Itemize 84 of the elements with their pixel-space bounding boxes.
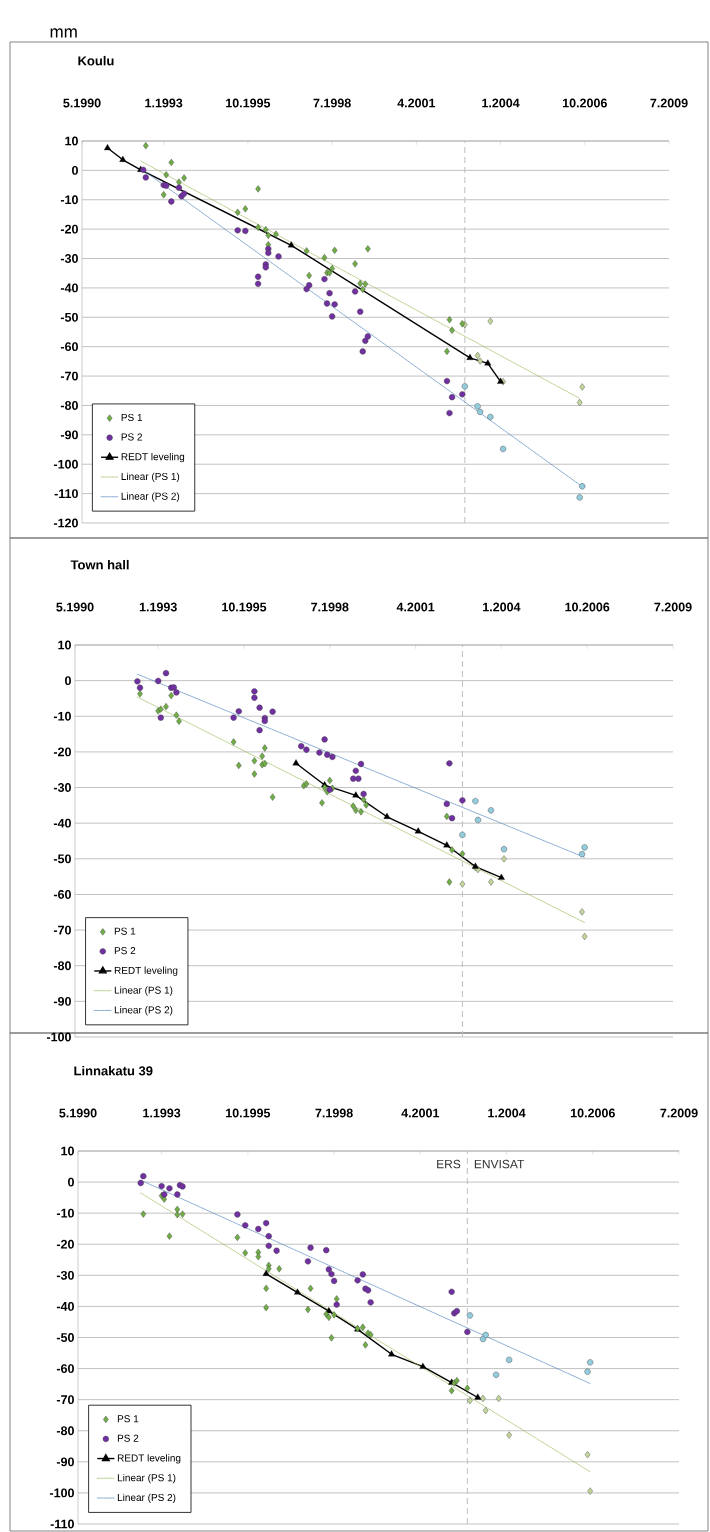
y-tick-label: -80: [60, 401, 78, 410]
x-tick-label: 1.2004: [488, 1108, 526, 1118]
legend-label: PS 2: [121, 433, 143, 441]
x-tick-label: 7.2009: [650, 98, 688, 108]
y-tick-label: -100: [53, 459, 78, 469]
legend-label: Linear (PS 1): [117, 1473, 176, 1484]
y-tick-label: -10: [53, 711, 71, 721]
annotation: ERS: [437, 1159, 461, 1169]
y-tick-label: -90: [56, 1457, 74, 1467]
y-tick-label: 10: [58, 640, 71, 650]
x-tick-label: 1.1993: [139, 602, 177, 612]
x-tick-label: 4.2001: [397, 98, 436, 108]
legend-label: Linear (PS 1): [121, 472, 180, 482]
y-tick-label: 0: [68, 1177, 74, 1187]
legend-label: Linear (PS 2): [114, 1006, 173, 1016]
annotation: ENVISAT: [474, 1159, 525, 1169]
x-tick-label: 10.1995: [222, 602, 267, 612]
legend-label: Linear (PS 2): [121, 492, 180, 502]
x-tick-label: 5.1990: [59, 1108, 97, 1118]
x-tick-label: 4.2001: [396, 602, 435, 612]
x-tick-label: 7.1998: [311, 602, 349, 612]
x-tick-label: 1.2004: [483, 602, 521, 612]
x-tick-label: 10.1995: [226, 98, 271, 108]
chart-title: Koulu: [78, 55, 114, 66]
y-tick-label: -40: [56, 1302, 74, 1311]
y-tick-label: -60: [53, 890, 71, 899]
x-tick-label: 10.2006: [562, 98, 607, 108]
y-tick-label: 10: [65, 136, 78, 146]
x-tick-label: 1.1993: [145, 98, 183, 108]
y-tick-label: 0: [72, 165, 78, 175]
y-tick-label: -20: [60, 224, 78, 234]
x-tick-label: 1.1993: [143, 1108, 181, 1118]
chart-title: Town hall: [70, 559, 129, 570]
y-tick-label: -90: [60, 430, 78, 440]
x-tick-label: 10.2006: [570, 1108, 615, 1118]
y-tick-label: -50: [60, 312, 78, 322]
y-tick-label: -50: [56, 1333, 74, 1342]
y-tick-label: -30: [60, 254, 78, 263]
legend-label: REDT leveling: [114, 966, 178, 976]
x-tick-label: 7.2009: [654, 602, 692, 612]
legend-label: REDT leveling: [121, 452, 185, 463]
y-tick-label: -70: [53, 925, 71, 935]
y-tick-label: -80: [56, 1426, 74, 1436]
y-tick-label: -30: [53, 783, 71, 792]
y-tick-label: 10: [61, 1146, 74, 1156]
y-tick-label: -90: [53, 996, 71, 1006]
y-tick-label: -80: [53, 961, 71, 971]
legend-label: REDT leveling: [117, 1454, 181, 1464]
y-tick-label: -30: [56, 1270, 74, 1280]
legend-label: PS 2: [117, 1434, 139, 1442]
y-tick-label: -20: [56, 1239, 74, 1249]
y-tick-label: -60: [56, 1364, 74, 1374]
y-tick-label: -40: [60, 283, 78, 293]
x-tick-label: 7.2009: [660, 1108, 698, 1118]
y-tick-label: -10: [56, 1208, 74, 1218]
legend-label: Linear (PS 1): [114, 986, 173, 996]
legend-label: Linear (PS 2): [117, 1493, 176, 1503]
legend-label: PS 1: [114, 927, 136, 935]
x-tick-label: 10.1995: [226, 1108, 271, 1118]
x-tick-label: 10.2006: [565, 602, 610, 612]
x-tick-label: 5.1990: [56, 602, 94, 612]
x-tick-label: 7.1998: [315, 1108, 353, 1118]
legend-label: PS 1: [121, 413, 143, 421]
y-tick-label: -40: [53, 818, 71, 828]
y-tick-label: -50: [53, 854, 71, 864]
y-axis-title: mm: [50, 28, 77, 38]
x-tick-label: 4.2001: [401, 1108, 440, 1118]
y-tick-label: -60: [60, 342, 78, 352]
y-tick-label: -20: [53, 747, 71, 757]
y-tick-label: -110: [54, 489, 78, 499]
y-tick-label: -100: [46, 1032, 71, 1042]
x-tick-label: 1.2004: [482, 98, 520, 108]
x-tick-label: 5.1990: [63, 98, 101, 108]
y-tick-label: -70: [60, 371, 78, 381]
y-tick-label: -120: [53, 518, 78, 528]
y-tick-label: -100: [49, 1488, 74, 1498]
y-tick-label: -110: [50, 1519, 74, 1529]
y-tick-label: 0: [65, 676, 71, 686]
legend-label: PS 1: [117, 1415, 139, 1423]
chart-title: Linnakatu 39: [74, 1065, 153, 1076]
y-tick-label: -10: [60, 195, 78, 205]
x-tick-label: 7.1998: [313, 98, 351, 108]
legend-label: PS 2: [114, 947, 136, 955]
y-tick-label: -70: [56, 1395, 74, 1405]
